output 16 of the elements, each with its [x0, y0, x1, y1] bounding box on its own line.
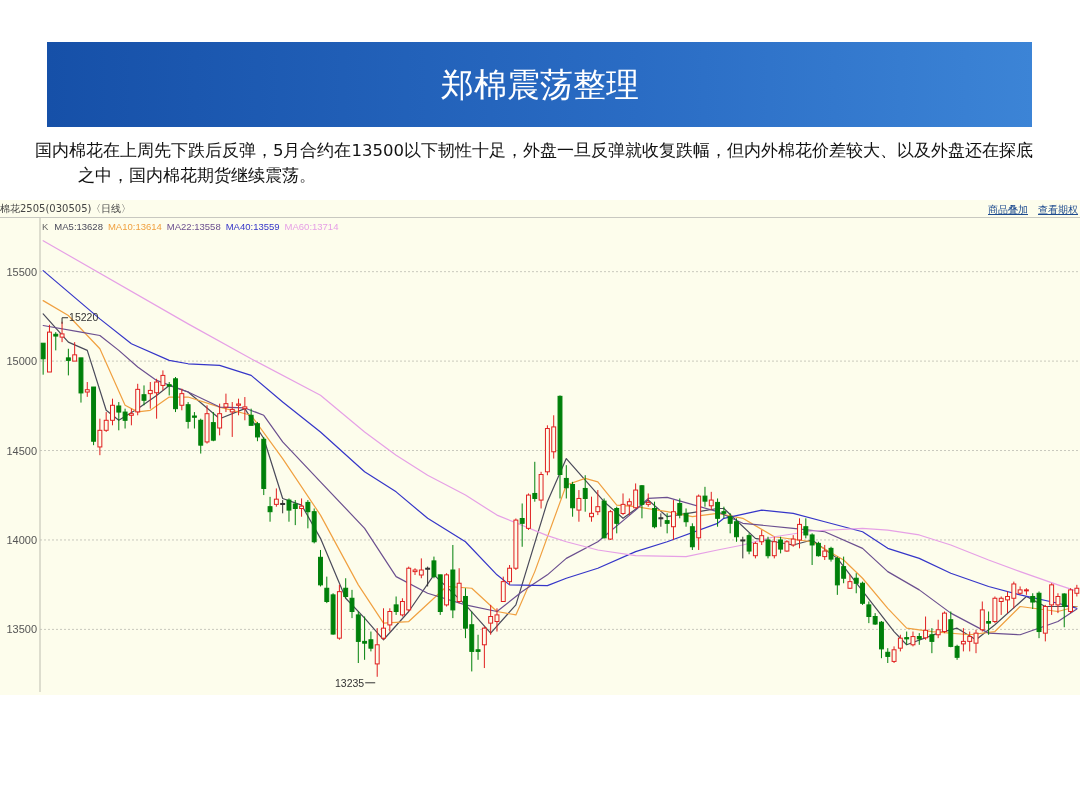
text: MA10:13614 [107, 221, 162, 232]
legend-title: K [42, 221, 49, 232]
text: MA60:13714 [284, 221, 339, 232]
text: 查看期权 [1038, 204, 1078, 215]
text: 商品叠加 [988, 204, 1028, 215]
annotation: 13235 [335, 676, 365, 689]
text: 棉花2505(030505)〈日线〉 [0, 203, 132, 214]
y-tick-label: 15500 [6, 265, 37, 278]
text: MA40:13559 [225, 221, 280, 232]
y-tick-label: 14000 [6, 533, 37, 546]
y-tick-label: 13500 [6, 623, 37, 636]
chart-subtitle: 国内棉花在上周先下跌后反弹，5月合约在13500以下韧性十足，外盘一旦反弹就收复跌幅，但内外棉花价差较大、以及外盘还在探底之中，国内棉花期货继续震荡。 [35, 140, 1034, 187]
text: MA22:13558 [166, 221, 221, 232]
y-tick-label: 15000 [6, 355, 37, 368]
y-tick-label: 14500 [6, 444, 37, 457]
text: MA5:13628 [54, 221, 103, 232]
